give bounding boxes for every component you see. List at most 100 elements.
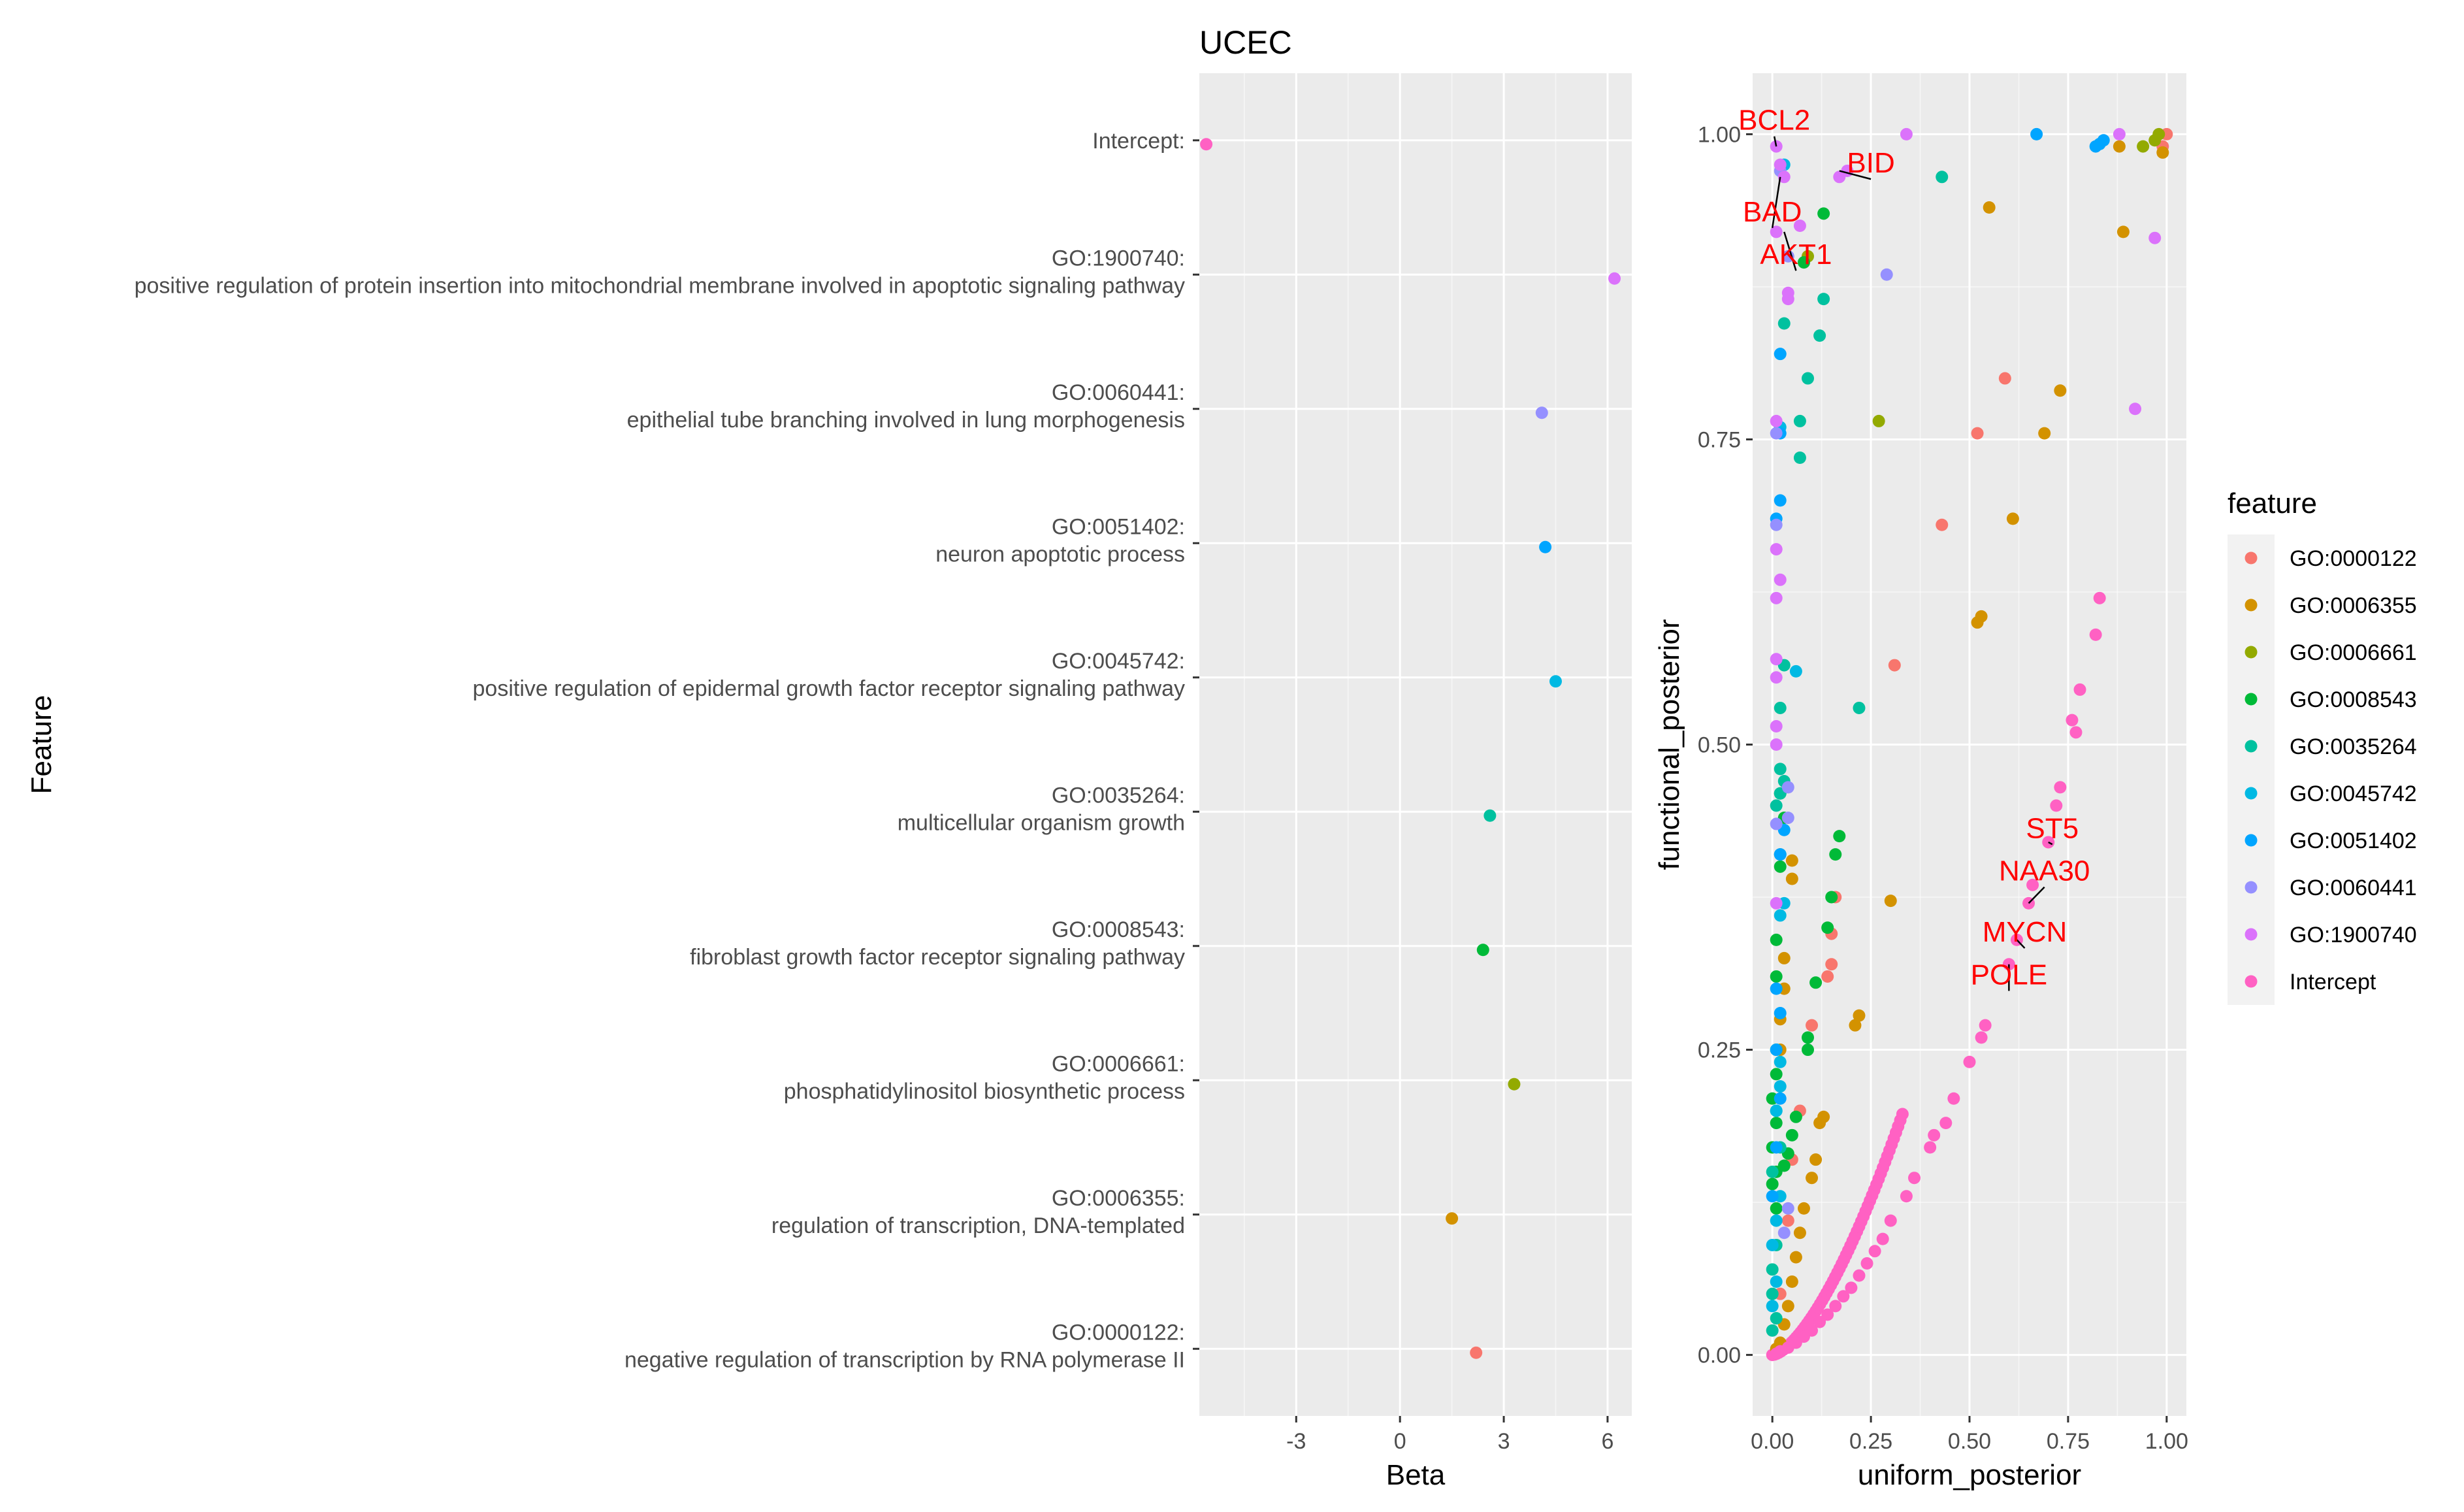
feature-description-label: neuron apoptotic process xyxy=(935,542,1185,567)
posterior-point xyxy=(1880,268,1893,281)
legend-item-label: GO:0000122 xyxy=(2290,546,2417,571)
beta-point xyxy=(1483,809,1497,822)
posterior-point xyxy=(1770,543,1783,556)
feature-id-label: GO:0045742: xyxy=(1052,649,1185,674)
posterior-point xyxy=(1770,1202,1783,1215)
posterior-point xyxy=(2069,726,2083,739)
feature-id-label: GO:0051402: xyxy=(1052,514,1185,539)
posterior-point xyxy=(1979,1019,1992,1032)
feature-id-label: GO:0000122: xyxy=(1052,1320,1185,1345)
gene-label: BAD xyxy=(1743,196,1802,228)
gene-label: MYCN xyxy=(1983,916,2067,948)
gene-label-connector xyxy=(2048,841,2053,846)
posterior-point xyxy=(1770,1214,1783,1227)
posterior-point xyxy=(2116,225,2130,238)
beta-point xyxy=(1539,540,1552,553)
posterior-point xyxy=(1888,659,1901,672)
feature-id-label: GO:0035264: xyxy=(1052,783,1185,808)
posterior-point xyxy=(1853,1009,1866,1022)
legend-key-point xyxy=(2245,693,2258,706)
posterior-point xyxy=(1774,1080,1787,1093)
posterior-point xyxy=(1793,1226,1806,1240)
legend-item-label: GO:0008543 xyxy=(2290,687,2417,712)
posterior-point xyxy=(1770,518,1783,531)
legend: feature GO:0000122 GO:0006355 GO:0006661 GO:… xyxy=(2228,487,2417,1005)
posterior-point xyxy=(1975,1031,1988,1044)
gene-label-connector xyxy=(1773,136,1777,147)
posterior-point xyxy=(1770,414,1783,427)
posterior-point xyxy=(1770,1275,1783,1288)
beta-panel: -3 0 3 6 GO:0000122:negative regulation of t… xyxy=(135,73,1632,1454)
beta-x-tick-label: 6 xyxy=(1601,1429,1613,1454)
posterior-point xyxy=(1770,1068,1783,1081)
uniform-x-axis-title: uniform_posterior xyxy=(1858,1459,2081,1491)
posterior-point xyxy=(1770,1141,1783,1154)
gene-label: POLE xyxy=(1971,959,2047,991)
posterior-point xyxy=(1785,872,1798,885)
posterior-point xyxy=(1777,317,1791,330)
legend-item-label: GO:0045742 xyxy=(2290,781,2417,806)
posterior-point xyxy=(1770,817,1783,830)
posterior-point xyxy=(1789,665,1802,678)
beta-x-axis-title: Beta xyxy=(1386,1459,1446,1491)
uniform-x-tick-label: 0.25 xyxy=(1849,1429,1892,1454)
gene-label: BCL2 xyxy=(1738,105,1810,137)
legend-item-label: Intercept xyxy=(2290,970,2376,994)
posterior-point xyxy=(1766,1300,1779,1313)
posterior-point xyxy=(1971,427,1984,440)
posterior-point xyxy=(2097,134,2110,147)
posterior-point xyxy=(2148,231,2162,244)
beta-point xyxy=(1608,272,1621,285)
posterior-point xyxy=(2038,427,2051,440)
feature-id-label: GO:0006661: xyxy=(1052,1051,1185,1076)
posterior-point xyxy=(1924,1141,1937,1154)
posterior-point xyxy=(1963,1055,1976,1068)
posterior-point xyxy=(1802,372,1815,385)
posterior-point xyxy=(1813,1315,1826,1328)
posterior-point xyxy=(1853,1269,1866,1282)
legend-title: feature xyxy=(2228,487,2317,519)
posterior-point xyxy=(1806,1172,1819,1185)
posterior-point xyxy=(1884,895,1897,908)
feature-id-label: GO:0006355: xyxy=(1052,1186,1185,1211)
gene-label: AKT1 xyxy=(1760,238,1832,271)
feature-id-label: Intercept: xyxy=(1092,129,1185,154)
posterior-point xyxy=(2054,384,2067,397)
beta-point xyxy=(1508,1077,1521,1091)
beta-point xyxy=(1446,1212,1459,1225)
legend-item-label: GO:0060441 xyxy=(2290,876,2417,900)
posterior-point xyxy=(1774,848,1787,861)
feature-id-label: GO:0008543: xyxy=(1052,917,1185,942)
posterior-point xyxy=(1774,158,1787,171)
posterior-point xyxy=(1821,1308,1834,1321)
gene-label: ST5 xyxy=(2026,812,2079,844)
legend-key-point xyxy=(2245,834,2258,847)
functional-y-tick-label: 0.00 xyxy=(1698,1343,1741,1368)
posterior-point xyxy=(1766,1165,1779,1178)
gene-label: BID xyxy=(1847,147,1894,179)
posterior-point xyxy=(1785,1275,1798,1288)
posterior-point xyxy=(1884,1214,1897,1227)
posterior-point xyxy=(1774,701,1787,714)
posterior-point xyxy=(1774,494,1787,507)
posterior-point xyxy=(2113,127,2126,140)
posterior-point xyxy=(1770,896,1783,910)
posterior-point xyxy=(1849,1019,1862,1032)
uniform-x-tick-label: 0.75 xyxy=(2047,1429,2090,1454)
posterior-point xyxy=(1837,1290,1850,1303)
functional-y-tick-label: 1.00 xyxy=(1698,122,1741,147)
posterior-point xyxy=(1781,293,1794,306)
posterior-point xyxy=(1900,1190,1913,1203)
posterior-point xyxy=(1774,763,1787,776)
posterior-point xyxy=(1770,799,1783,812)
posterior-point xyxy=(1789,1251,1802,1264)
posterior-point xyxy=(1872,414,1885,427)
posterior-point xyxy=(2156,146,2169,159)
posterior-point xyxy=(1777,1226,1791,1240)
feature-description-label: regulation of transcription, DNA-templat… xyxy=(771,1213,1185,1238)
posterior-point xyxy=(1777,171,1791,184)
gene-label-connector xyxy=(1771,176,1781,229)
posterior-point xyxy=(2093,591,2106,604)
posterior-point xyxy=(2026,878,2039,891)
posterior-point xyxy=(1829,1300,1842,1313)
